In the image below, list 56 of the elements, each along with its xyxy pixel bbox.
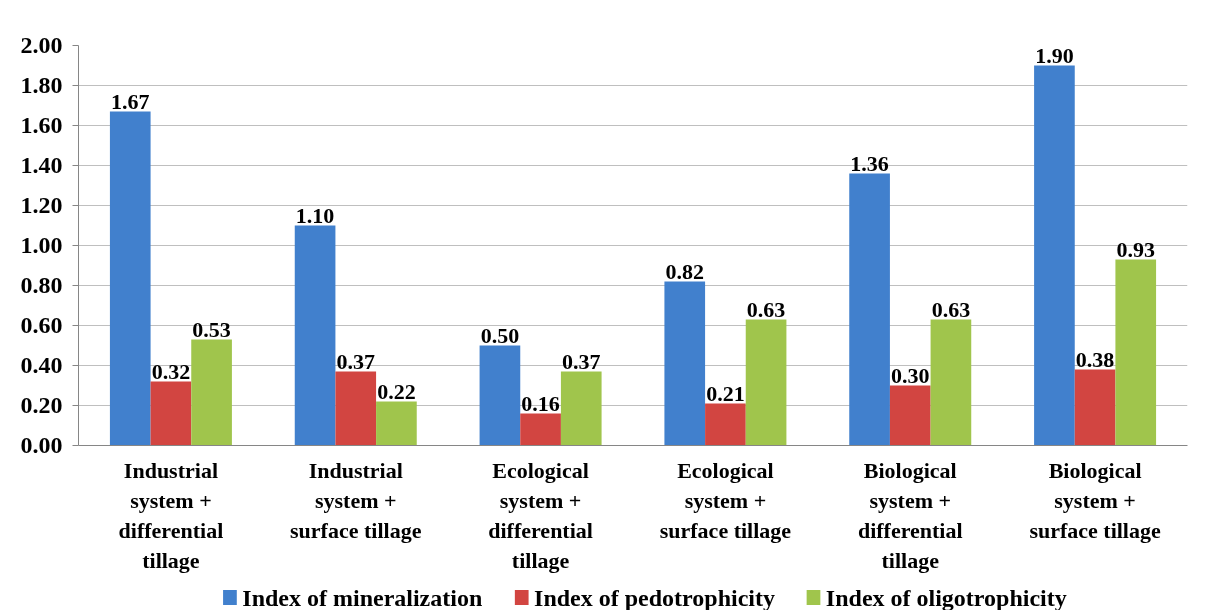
bar xyxy=(520,413,561,446)
data-label: 0.50 xyxy=(480,322,520,348)
data-label: 1.90 xyxy=(1035,42,1074,68)
y-tick-label: 1.20 xyxy=(20,192,63,218)
y-tick-label: 0.80 xyxy=(20,272,63,298)
bar xyxy=(1074,369,1116,446)
bar xyxy=(849,173,890,446)
data-label: 0.93 xyxy=(1116,236,1155,262)
bar xyxy=(150,381,192,446)
x-tick-label: Ecological system + differential tillage xyxy=(488,457,593,573)
bar xyxy=(479,345,521,446)
y-tick-label: 0.20 xyxy=(20,392,63,418)
legend-label: Index of pedotrophicity xyxy=(534,584,775,610)
bar xyxy=(664,281,706,446)
y-tick-label: 1.80 xyxy=(20,72,63,98)
y-tick-label: 1.00 xyxy=(20,232,63,258)
data-label: 0.30 xyxy=(891,362,930,388)
x-tick-label: Industrial system + surface tillage xyxy=(290,457,422,543)
data-label: 1.36 xyxy=(850,150,889,176)
data-label: 0.63 xyxy=(746,296,786,322)
y-tick-label: 0.40 xyxy=(20,352,63,378)
data-label: 0.53 xyxy=(192,316,231,342)
x-tick-label: Biological system + surface tillage xyxy=(1029,457,1161,543)
bar xyxy=(930,319,972,446)
data-label: 1.10 xyxy=(295,202,335,228)
y-tick-label: 1.60 xyxy=(20,112,63,138)
bar xyxy=(1115,259,1157,446)
bar xyxy=(1034,65,1075,446)
bar xyxy=(294,225,336,446)
bar xyxy=(889,385,931,446)
data-label: 0.37 xyxy=(336,348,375,374)
x-tick-label: Industrial system + differential tillage xyxy=(118,457,224,573)
bar xyxy=(705,403,746,446)
bar xyxy=(335,371,377,446)
bar xyxy=(745,319,787,446)
data-label: 0.82 xyxy=(665,258,704,284)
y-tick-label: 0.00 xyxy=(20,432,63,458)
data-label: 0.38 xyxy=(1075,346,1115,372)
data-label: 1.67 xyxy=(111,88,150,114)
bar xyxy=(191,339,232,446)
data-label: 0.37 xyxy=(562,348,601,374)
y-tick-label: 2.00 xyxy=(20,32,63,58)
x-tick-label: Biological system + differential tillage xyxy=(857,457,963,573)
data-label: 0.32 xyxy=(151,358,191,384)
bar xyxy=(560,371,602,446)
data-label: 0.63 xyxy=(931,296,971,322)
x-tick-label: Ecological system + surface tillage xyxy=(659,457,792,543)
bar xyxy=(376,401,417,446)
legend-label: Index of oligotrophicity xyxy=(825,584,1067,610)
legend-label: Index of mineralization xyxy=(242,584,483,610)
y-tick-label: 0.60 xyxy=(20,312,63,338)
bar xyxy=(109,111,151,446)
data-label: 0.22 xyxy=(377,378,416,404)
data-label: 0.16 xyxy=(521,390,560,416)
data-label: 0.21 xyxy=(706,380,745,406)
y-tick-label: 1.40 xyxy=(20,152,63,178)
